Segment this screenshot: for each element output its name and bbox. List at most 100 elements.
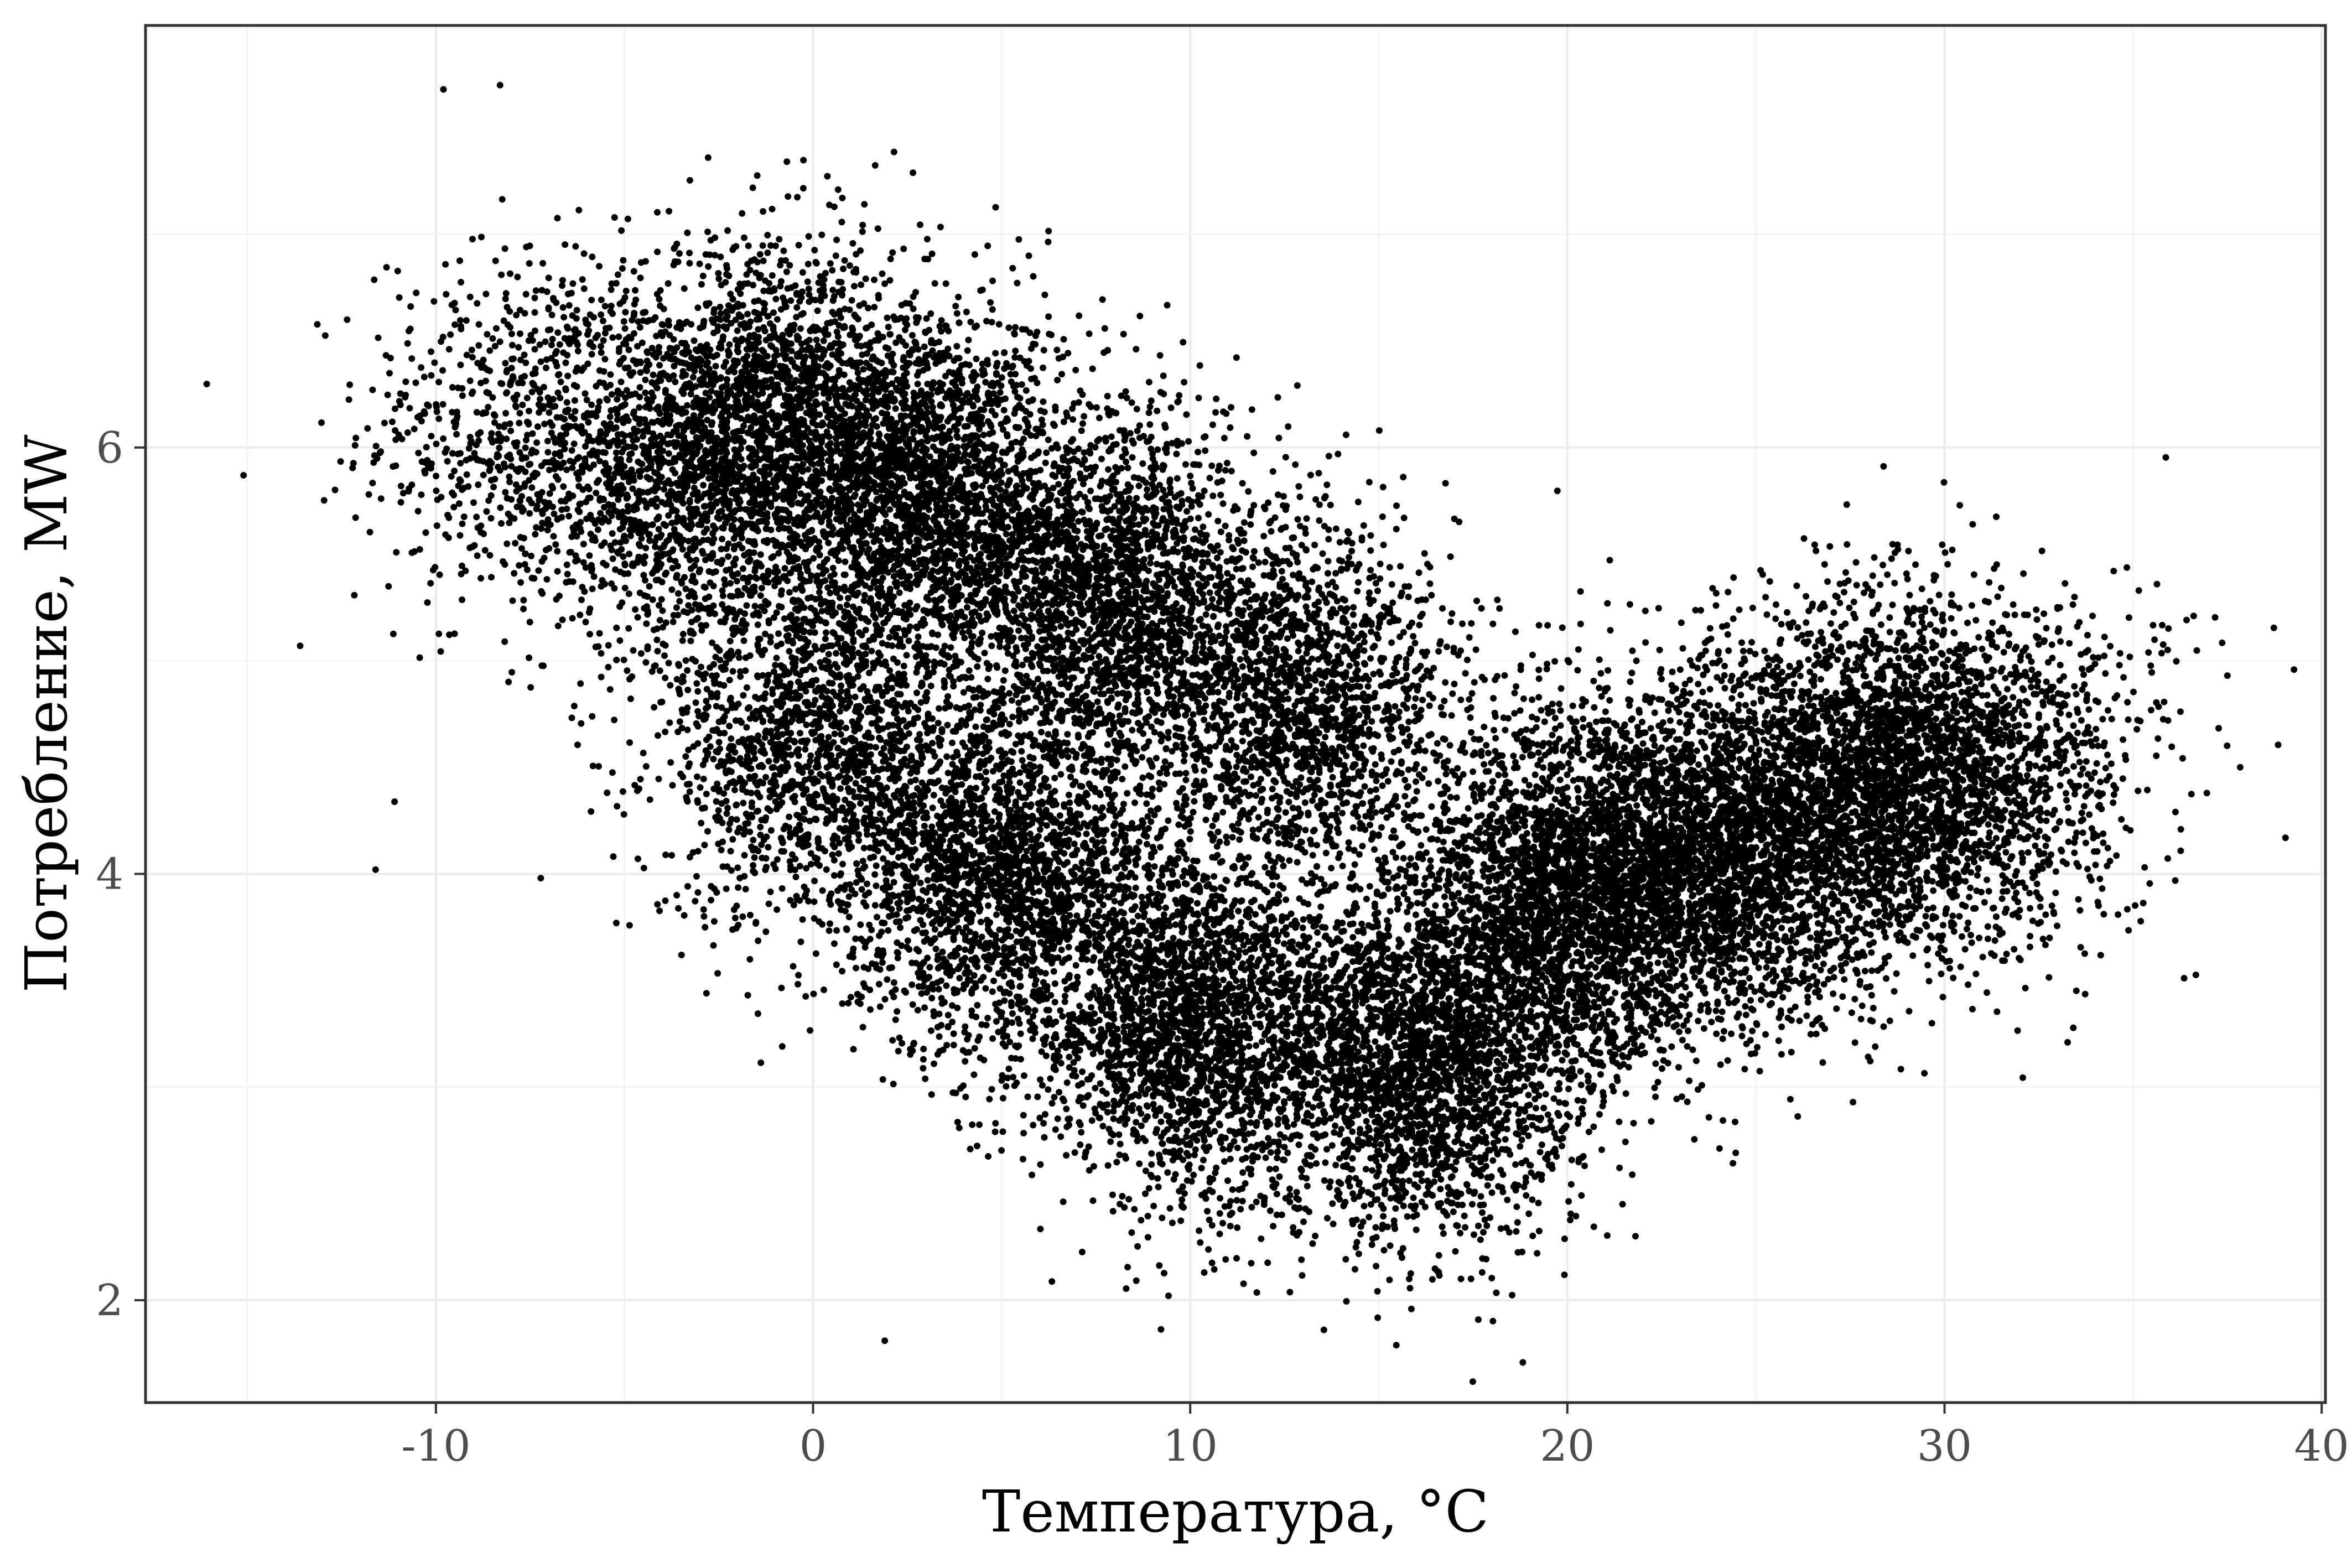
scatter-point <box>629 485 636 492</box>
scatter-point <box>751 869 759 876</box>
scatter-point <box>738 591 745 598</box>
scatter-point <box>750 611 757 619</box>
scatter-point <box>651 568 658 575</box>
scatter-point <box>756 456 764 463</box>
scatter-point <box>711 453 718 460</box>
scatter-point <box>501 423 508 430</box>
scatter-point <box>413 289 420 297</box>
scatter-point <box>807 769 814 776</box>
scatter-point <box>588 351 595 358</box>
scatter-point <box>812 736 819 744</box>
scatter-point <box>560 459 567 466</box>
scatter-point <box>715 646 723 653</box>
scatter-point <box>839 194 846 201</box>
scatter-point <box>599 577 606 584</box>
scatter-point <box>1000 407 1008 414</box>
scatter-point <box>428 348 434 355</box>
scatter-point <box>561 445 568 453</box>
scatter-point <box>546 490 553 497</box>
scatter-point <box>523 437 529 444</box>
scatter-point <box>568 447 575 454</box>
scatter-point <box>704 828 711 835</box>
scatter-point <box>903 652 910 659</box>
scatter-point <box>794 194 801 201</box>
scatter-point <box>710 942 717 949</box>
scatter-point <box>709 550 716 557</box>
scatter-point <box>631 444 638 451</box>
scatter-point <box>832 252 839 259</box>
scatter-point <box>569 524 577 531</box>
scatter-point <box>489 335 496 342</box>
scatter-point <box>800 157 807 164</box>
scatter-point <box>761 695 768 702</box>
scatter-point <box>554 389 562 396</box>
scatter-point <box>782 352 790 359</box>
scatter-point <box>679 637 686 644</box>
scatter-point <box>564 351 571 359</box>
scatter-point <box>865 889 873 896</box>
scatter-point <box>686 760 693 767</box>
scatter-point <box>693 557 700 564</box>
scatter-point <box>564 423 572 430</box>
scatter-point <box>469 236 476 243</box>
scatter-point <box>538 287 546 294</box>
scatter-point <box>596 431 604 438</box>
scatter-point <box>450 491 458 499</box>
scatter-point <box>867 595 874 602</box>
scatter-point <box>611 585 618 592</box>
scatter-point <box>392 405 398 412</box>
scatter-point <box>337 458 344 465</box>
scatter-point <box>369 480 376 486</box>
scatter-point <box>510 394 517 402</box>
scatter-point <box>928 250 936 257</box>
scatter-point <box>718 546 725 553</box>
scatter-point <box>614 461 621 469</box>
scatter-point <box>668 586 676 593</box>
scatter-point <box>721 429 728 436</box>
scatter-point <box>762 576 770 583</box>
scatter-point <box>469 354 476 361</box>
scatter-point <box>698 627 705 634</box>
scatter-point <box>690 513 698 520</box>
scatter-point <box>580 285 588 292</box>
scatter-point <box>719 465 726 473</box>
scatter-point <box>458 323 464 330</box>
scatter-point <box>753 808 760 815</box>
scatter-point <box>596 458 603 465</box>
scatter-point <box>686 176 693 184</box>
scatter-point <box>543 288 551 295</box>
scatter-point <box>438 494 445 501</box>
scatter-point <box>725 826 733 833</box>
scatter-point <box>392 436 399 443</box>
scatter-point <box>674 358 682 365</box>
scatter-point <box>481 364 488 371</box>
scatter-point <box>816 862 823 869</box>
scatter-point <box>679 631 687 638</box>
scatter-point <box>764 678 771 685</box>
scatter-point <box>675 686 682 693</box>
scatter-point <box>751 256 758 263</box>
scatter-point <box>508 356 516 362</box>
scatter-point <box>585 327 593 334</box>
scatter-point <box>652 662 659 669</box>
scatter-point <box>752 918 760 926</box>
scatter-point <box>505 678 512 686</box>
scatter-point <box>703 990 710 997</box>
scatter-point <box>545 305 552 313</box>
scatter-point <box>468 390 475 397</box>
scatter-point <box>702 557 709 563</box>
scatter-point <box>422 529 429 536</box>
scatter-point <box>755 612 762 619</box>
scatter-point <box>679 773 687 781</box>
scatter-point <box>828 721 835 729</box>
scatter-point <box>486 347 494 354</box>
scatter-point <box>459 392 466 399</box>
scatter-point <box>669 618 677 625</box>
scatter-point <box>697 324 704 331</box>
scatter-point <box>700 349 708 356</box>
scatter-point <box>454 450 461 458</box>
scatter-point <box>526 260 533 267</box>
scatter-point <box>611 539 619 546</box>
scatter-point <box>706 490 713 497</box>
